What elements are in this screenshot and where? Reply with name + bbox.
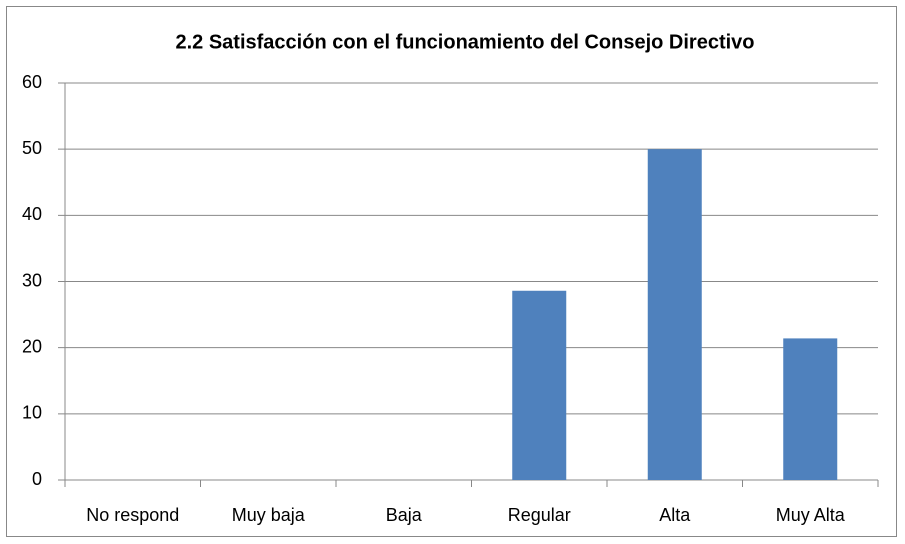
y-tick-label: 50: [22, 138, 42, 158]
bar: [512, 290, 567, 480]
bar: [783, 338, 838, 480]
x-tick-label: Muy baja: [232, 505, 306, 525]
y-tick-label: 40: [22, 204, 42, 224]
x-tick-label: No respond: [86, 505, 179, 525]
y-tick-label: 60: [22, 72, 42, 92]
x-tick-label: Alta: [659, 505, 691, 525]
y-tick-label: 20: [22, 336, 42, 356]
bar: [647, 149, 702, 480]
x-tick-label: Baja: [386, 505, 423, 525]
x-tick-label: Muy Alta: [776, 505, 846, 525]
chart-title: 2.2 Satisfacción con el funcionamiento d…: [175, 31, 754, 53]
x-tick-label: Regular: [508, 505, 571, 525]
y-tick-label: 30: [22, 270, 42, 290]
y-tick-label: 0: [32, 469, 42, 489]
y-tick-label: 10: [22, 403, 42, 423]
chart-border: [6, 6, 897, 537]
